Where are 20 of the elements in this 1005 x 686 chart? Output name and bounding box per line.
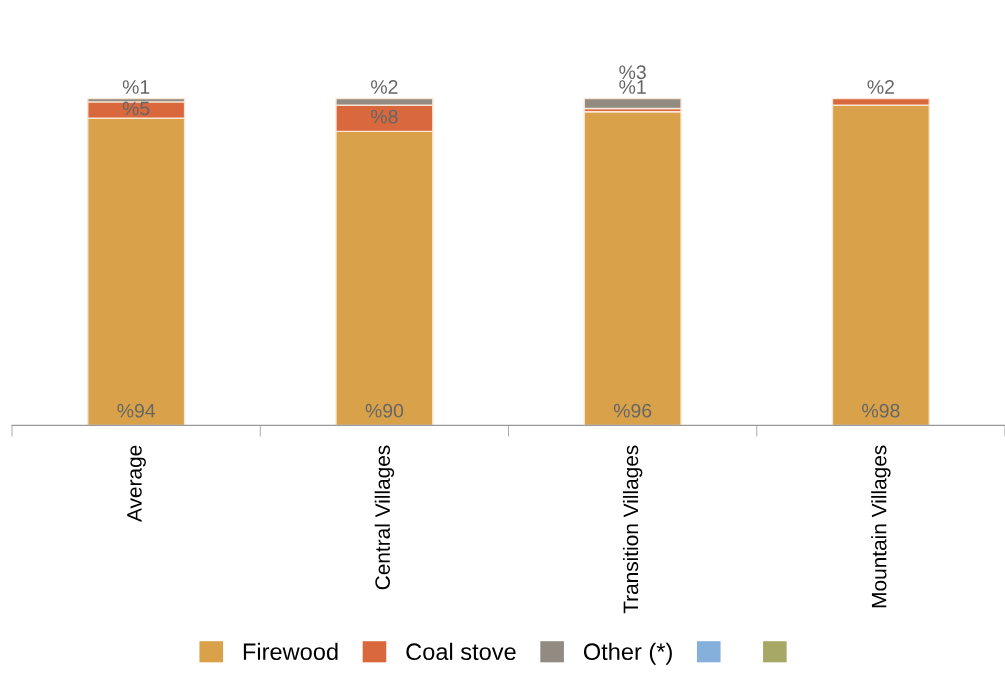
legend-label: Other (*) xyxy=(583,642,672,665)
legend-label: Firewood xyxy=(243,642,338,661)
data-label: %1 xyxy=(122,80,150,94)
data-label: %3 xyxy=(619,65,646,80)
x-tick-label: Central Villages xyxy=(374,445,395,590)
data-label: %2 xyxy=(867,80,894,94)
data-label: %5 xyxy=(122,101,150,116)
data-label: %96 xyxy=(613,403,652,418)
data-label: %90 xyxy=(365,403,404,418)
legend-label: Coal stove xyxy=(406,642,516,661)
x-tick-label: Transition Villages xyxy=(622,445,643,614)
data-label: %94 xyxy=(117,403,156,418)
data-label: %2 xyxy=(371,80,398,94)
x-tick-label: Mountain Villages xyxy=(871,445,891,608)
x-tick-label: Average xyxy=(127,445,146,522)
data-label: %98 xyxy=(862,403,900,418)
bar xyxy=(583,97,682,110)
bar xyxy=(583,111,682,426)
data-label: %8 xyxy=(371,109,398,124)
data-label: %1 xyxy=(619,80,646,94)
